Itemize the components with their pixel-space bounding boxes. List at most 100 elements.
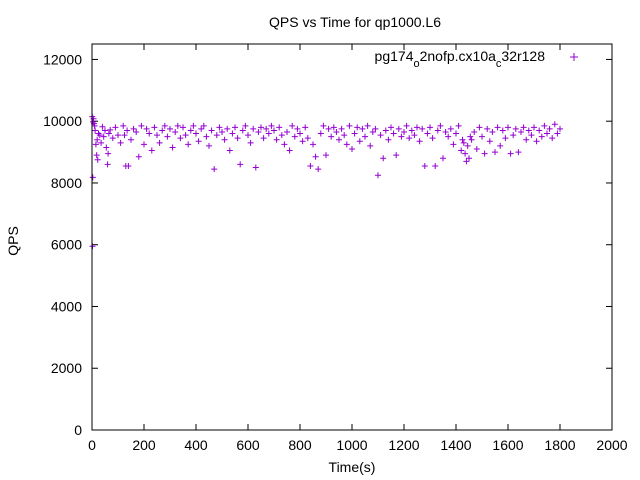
data-point (299, 138, 306, 145)
data-point (536, 127, 543, 134)
data-point (328, 133, 335, 140)
y-axis-label: QPS (5, 226, 21, 256)
data-point (468, 136, 475, 143)
data-point (141, 141, 147, 148)
data-point (541, 122, 548, 129)
data-point (120, 122, 127, 129)
data-point (104, 161, 111, 168)
data-point (455, 122, 462, 129)
data-point (198, 125, 205, 132)
data-point (510, 132, 517, 139)
data-point (107, 126, 114, 133)
data-point (211, 166, 218, 173)
data-point (463, 158, 470, 165)
data-point (103, 144, 110, 151)
data-point (112, 124, 119, 131)
data-point (359, 125, 366, 132)
data-point (95, 130, 102, 137)
data-point (105, 150, 112, 157)
data-point (213, 132, 220, 139)
data-point (515, 149, 522, 156)
y-tick-label: 0 (74, 422, 82, 438)
data-point (362, 133, 368, 140)
data-point (424, 130, 431, 137)
data-point (458, 147, 465, 154)
data-point (325, 125, 332, 132)
data-point (260, 135, 267, 142)
data-point (258, 124, 264, 131)
data-point (466, 155, 472, 162)
data-point (297, 130, 303, 137)
data-point (128, 136, 134, 143)
data-point (312, 153, 319, 160)
y-tick-label: 2000 (51, 360, 82, 376)
data-point (164, 133, 171, 140)
data-point (93, 152, 100, 159)
data-point (245, 132, 251, 139)
x-axis-label: Time(s) (329, 459, 376, 475)
data-point (226, 147, 233, 154)
data-point (467, 133, 474, 140)
data-point (247, 139, 254, 146)
data-point (484, 125, 491, 132)
data-point (89, 174, 96, 181)
data-point (507, 150, 514, 157)
data-point (437, 122, 444, 129)
data-points (89, 113, 563, 250)
data-point (512, 125, 519, 132)
data-point (148, 147, 155, 154)
data-point (161, 122, 168, 129)
data-point (429, 135, 436, 142)
data-point (333, 129, 340, 136)
data-point (224, 125, 231, 132)
data-point (481, 150, 488, 157)
data-point (135, 153, 142, 160)
data-point (185, 141, 192, 148)
data-point (92, 141, 99, 148)
data-point (234, 135, 241, 142)
data-point (416, 138, 423, 145)
data-point (315, 166, 322, 173)
data-point (109, 135, 116, 142)
data-point (395, 125, 402, 132)
data-point (252, 164, 259, 171)
data-point (403, 122, 410, 129)
data-point (242, 122, 249, 129)
data-point (219, 129, 225, 136)
data-point (453, 130, 459, 137)
data-point (372, 125, 379, 132)
data-point (278, 132, 285, 139)
x-tick-label: 1000 (336, 437, 367, 453)
x-tick-label: 400 (184, 437, 208, 453)
x-tick-label: 600 (236, 437, 260, 453)
plot-area-border (91, 43, 613, 431)
data-point (100, 133, 107, 140)
data-point (180, 124, 186, 131)
x-tick-label: 1400 (440, 437, 471, 453)
data-point (445, 133, 452, 140)
data-point (554, 130, 561, 137)
data-point (528, 132, 535, 139)
data-point (255, 129, 262, 136)
data-point (172, 129, 179, 136)
data-point (336, 136, 342, 143)
data-point (169, 144, 176, 151)
data-point (388, 124, 394, 131)
data-point (351, 130, 358, 137)
data-point (544, 130, 550, 137)
data-point (121, 132, 128, 139)
data-point (398, 133, 405, 140)
data-point (182, 132, 189, 139)
data-point (473, 145, 480, 152)
data-point (330, 124, 337, 131)
data-point (533, 138, 540, 145)
data-point (307, 162, 314, 169)
data-point (380, 155, 387, 162)
data-point (174, 122, 181, 129)
data-point (450, 141, 457, 148)
data-point (271, 127, 277, 134)
data-point (284, 129, 290, 136)
data-point (310, 141, 316, 148)
x-tick-label: 1600 (492, 437, 523, 453)
legend-marker (570, 53, 578, 61)
